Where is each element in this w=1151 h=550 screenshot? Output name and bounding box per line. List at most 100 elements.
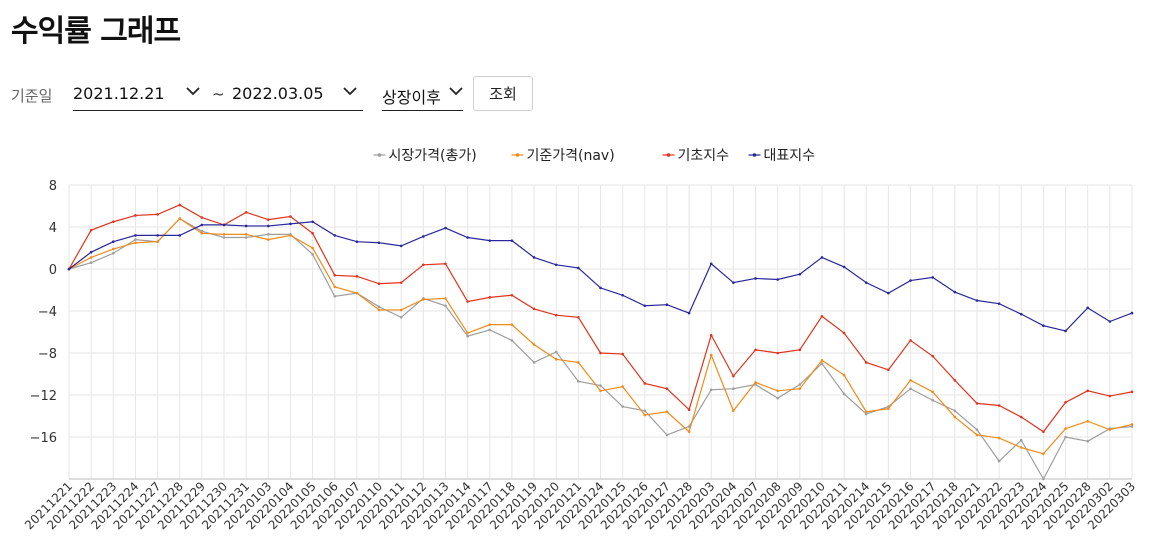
legend-swatch-dot [515, 153, 520, 157]
data-point [931, 276, 934, 279]
data-point [444, 297, 447, 300]
data-point [89, 228, 93, 232]
data-point [909, 379, 912, 382]
data-point [554, 358, 558, 361]
data-point [1019, 438, 1023, 442]
end-date-select[interactable]: 2022.03.05 [232, 76, 363, 110]
chart-grid [68, 184, 1133, 479]
data-point [798, 272, 802, 276]
data-point [399, 308, 403, 312]
data-point [111, 247, 115, 251]
filter-bar: 기준일 2021.12.21 ~ 2022.03.05 상장이후 조회 [11, 76, 1111, 112]
y-axis: 8 4 0 −4 −8 −12 −16 [30, 179, 57, 446]
legend-label: 대표지수 [764, 148, 816, 164]
data-point [1019, 312, 1023, 316]
data-point [510, 323, 514, 326]
data-point [953, 409, 957, 413]
data-point [820, 359, 824, 362]
data-point [333, 295, 337, 298]
data-point [1064, 427, 1067, 430]
chart-series [67, 203, 1134, 481]
data-point [665, 433, 669, 437]
data-point [709, 388, 713, 392]
data-point [422, 298, 425, 301]
data-point [200, 229, 204, 233]
end-date-value: 2022.03.05 [232, 84, 324, 103]
data-point [887, 407, 890, 410]
data-point [931, 354, 934, 358]
data-point [532, 256, 536, 259]
data-point [709, 333, 713, 337]
data-point [1130, 390, 1134, 394]
data-point [1042, 324, 1045, 327]
data-point [289, 215, 292, 218]
data-point [488, 239, 492, 242]
start-date-select[interactable]: 2021.12.21 ~ [73, 76, 363, 111]
data-point [178, 234, 182, 237]
data-point [709, 262, 713, 266]
data-point [355, 275, 359, 278]
data-point [134, 238, 137, 241]
data-point [399, 244, 403, 248]
data-point [1086, 306, 1090, 310]
search-button[interactable]: 조회 [473, 76, 533, 111]
data-point [466, 334, 469, 338]
data-point [156, 213, 159, 216]
data-point [820, 256, 824, 259]
data-point [532, 361, 536, 364]
data-point [975, 402, 979, 405]
data-point [997, 459, 1001, 463]
data-point [510, 339, 514, 342]
data-point [222, 233, 226, 236]
data-point [798, 348, 802, 352]
data-point [377, 282, 381, 285]
data-point [643, 413, 647, 417]
data-point [732, 374, 735, 378]
chevron-down-icon [186, 87, 200, 96]
data-point [665, 387, 669, 390]
data-point [200, 232, 204, 235]
data-point [289, 222, 292, 226]
y-tick-label: −16 [30, 431, 57, 446]
data-point [1108, 320, 1112, 323]
data-point [554, 263, 558, 267]
data-point [1108, 428, 1112, 431]
data-point [864, 412, 868, 416]
y-tick-label: 0 [49, 263, 57, 278]
data-point [842, 265, 846, 269]
data-point [621, 293, 624, 297]
data-point [267, 233, 270, 236]
data-point [289, 234, 292, 237]
data-point [798, 387, 802, 390]
data-point [311, 246, 314, 250]
data-point [732, 387, 735, 390]
data-point [89, 250, 93, 254]
data-point [577, 266, 580, 270]
data-point [1042, 452, 1045, 456]
y-tick-label: −8 [38, 347, 57, 362]
data-point [820, 314, 824, 318]
data-point [222, 223, 226, 227]
data-point [1042, 477, 1045, 481]
data-point [997, 404, 1001, 407]
legend-swatch-dot [666, 153, 671, 157]
data-point [444, 262, 447, 266]
data-point [311, 232, 314, 235]
chevron-down-icon [343, 87, 357, 96]
data-point [1130, 423, 1134, 426]
data-point [975, 433, 979, 437]
data-point [887, 291, 890, 295]
data-point [532, 307, 536, 311]
data-point [621, 352, 624, 356]
y-tick-label: −12 [30, 389, 57, 404]
data-point [200, 223, 204, 227]
data-point [754, 348, 757, 352]
chevron-down-icon [449, 87, 463, 96]
period-select[interactable]: 상장이후 [382, 76, 463, 111]
data-point [864, 281, 868, 284]
data-point [333, 274, 337, 277]
data-point [687, 408, 691, 412]
data-point [267, 218, 270, 221]
legend-label: 기초지수 [678, 148, 730, 164]
page-title: 수익률 그래프 [11, 14, 181, 49]
